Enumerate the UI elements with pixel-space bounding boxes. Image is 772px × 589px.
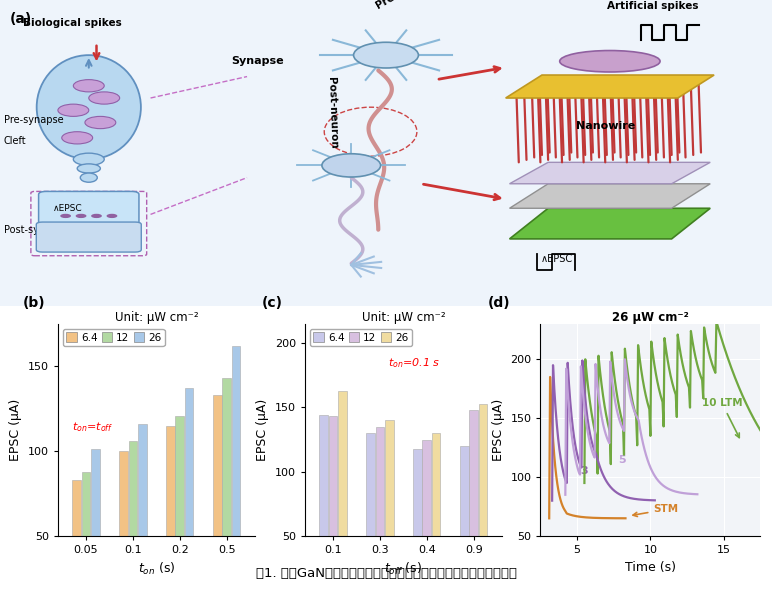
Bar [469,410,478,536]
Bar [222,378,231,536]
Ellipse shape [36,55,141,159]
Bar [432,433,441,536]
Y-axis label: EPSC (μA): EPSC (μA) [256,399,269,461]
X-axis label: $t_{on}$ (s): $t_{on}$ (s) [137,561,175,577]
Circle shape [107,214,117,218]
Text: (c): (c) [262,296,283,310]
Circle shape [89,92,120,104]
Text: (d): (d) [488,296,510,310]
Circle shape [73,80,104,92]
Legend: 6.4, 12, 26: 6.4, 12, 26 [310,329,411,346]
Polygon shape [506,75,714,98]
Text: Nanowire: Nanowire [577,121,635,131]
Text: Biological spikes: Biological spikes [23,18,122,28]
Bar [82,472,90,536]
Bar [138,424,147,536]
Bar [479,403,487,536]
Polygon shape [510,184,710,209]
Circle shape [322,154,381,177]
Polygon shape [510,209,710,239]
Text: 5: 5 [618,455,626,465]
Ellipse shape [77,164,100,173]
Circle shape [354,42,418,68]
Bar [166,426,174,536]
Text: Synapse: Synapse [232,57,284,67]
Ellipse shape [73,153,104,166]
Text: Pre-synapse: Pre-synapse [4,114,63,124]
Text: (a): (a) [9,12,32,27]
Bar [185,388,194,536]
Bar [338,391,347,536]
Bar [329,416,337,536]
Text: Cleft: Cleft [4,136,26,146]
Ellipse shape [560,51,660,72]
Bar [366,433,375,536]
Circle shape [85,117,116,128]
Polygon shape [510,163,710,184]
Legend: 6.4, 12, 26: 6.4, 12, 26 [63,329,164,346]
Y-axis label: EPSC (μA): EPSC (μA) [492,399,505,461]
Title: Unit: μW cm⁻²: Unit: μW cm⁻² [361,311,445,324]
Bar [320,415,328,536]
X-axis label: $t_{off}$ (s): $t_{off}$ (s) [384,561,422,577]
Circle shape [58,104,89,117]
Ellipse shape [80,173,97,182]
Bar [422,439,431,536]
Text: Post-synapse: Post-synapse [4,225,69,235]
Circle shape [60,214,71,218]
Text: Pre-neuron: Pre-neuron [374,0,436,11]
Bar [91,449,100,536]
Circle shape [91,214,102,218]
Circle shape [62,132,93,144]
Title: Unit: μW cm⁻²: Unit: μW cm⁻² [114,311,198,324]
Circle shape [76,214,86,218]
Y-axis label: EPSC (μA): EPSC (μA) [9,399,22,461]
Bar [213,395,222,536]
Title: 26 μW cm⁻²: 26 μW cm⁻² [612,311,689,324]
FancyBboxPatch shape [36,222,141,252]
Bar [129,441,137,536]
Bar [413,449,422,536]
Text: 图1. 基于GaN基纳米柱阵列的人工突触器件的构建及其突触性能表征: 图1. 基于GaN基纳米柱阵列的人工突触器件的构建及其突触性能表征 [256,567,516,580]
Text: (b): (b) [22,296,45,310]
FancyBboxPatch shape [39,191,139,227]
Text: ∧EPSC: ∧EPSC [52,204,82,213]
Bar [460,446,469,536]
Bar [385,421,394,536]
Bar [119,451,128,536]
Text: Artificial spikes: Artificial spikes [607,1,698,11]
Bar [73,480,81,536]
Text: 3: 3 [580,465,587,475]
Text: $t_{on}$=$t_{off}$: $t_{on}$=$t_{off}$ [72,420,113,434]
Text: $t_{on}$=0.1 s: $t_{on}$=0.1 s [388,356,440,370]
Text: Post-neuron: Post-neuron [326,77,338,149]
Bar [232,346,240,536]
Bar [376,427,384,536]
Text: STM: STM [633,504,679,517]
Text: 10 LTM: 10 LTM [702,398,743,438]
Text: ∧EPSC: ∧EPSC [540,254,573,264]
X-axis label: Time (s): Time (s) [625,561,676,574]
Bar [175,416,184,536]
